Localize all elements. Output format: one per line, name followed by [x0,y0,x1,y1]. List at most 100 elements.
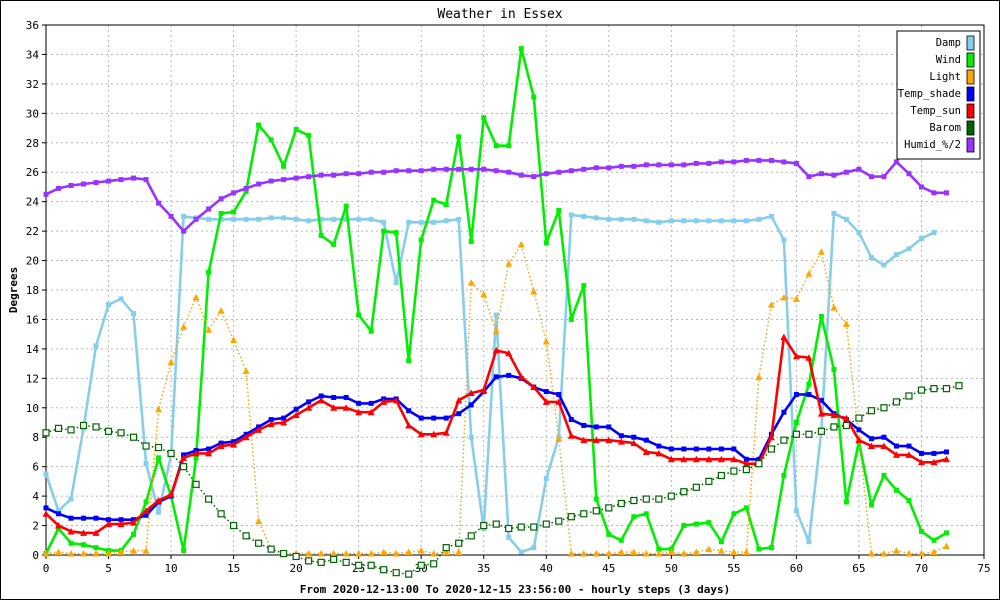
legend-label-humid-2: Humid_%/2 [904,139,961,151]
data-point-temp-sun [580,436,588,444]
data-point-humid-2 [618,163,624,169]
data-point-barom [92,423,100,431]
data-point-humid-2 [381,169,387,175]
x-tick-label: 60 [790,562,803,575]
data-point-barom [129,433,138,441]
data-point-light [455,548,463,556]
data-point-barom [630,496,638,505]
data-point-humid-2 [843,169,849,175]
data-point-temp-sun [630,439,638,447]
data-point-barom [292,552,300,561]
data-point-humid-2 [643,162,649,168]
data-point-temp-shade [893,443,899,449]
data-point-wind [568,316,574,322]
data-point-barom [780,436,788,444]
data-point-temp-sun [330,404,338,411]
data-point-barom [555,517,563,525]
data-point-light [942,542,950,550]
data-point-damp [131,311,137,317]
data-point-temp-shade [581,422,587,428]
data-point-light [592,550,600,557]
data-point-temp-shade [668,446,674,452]
data-point-humid-2 [606,165,612,171]
data-point-barom [380,566,388,574]
y-tick-label: 2 [32,520,39,533]
data-point-light [42,550,50,557]
data-point-barom [267,545,275,553]
data-point-temp-sun [217,442,225,450]
data-point-light [880,550,888,557]
data-point-light [505,260,513,267]
data-point-temp-sun [380,398,388,405]
data-point-humid-2 [56,185,62,191]
data-point-wind [381,228,387,234]
data-point-barom [742,466,750,474]
data-point-temp-sun [205,449,213,457]
chart-title: Weather in Essex [437,7,562,22]
x-tick-label: 10 [164,562,177,575]
data-point-temp-sun [105,520,113,528]
data-point-temp-shade [793,392,799,398]
data-point-humid-2 [343,171,349,177]
data-point-temp-sun [55,522,63,529]
data-point-damp [568,212,574,218]
data-point-damp [581,213,587,219]
data-point-humid-2 [706,160,712,166]
data-point-damp [381,219,387,225]
data-point-humid-2 [81,181,87,187]
data-point-wind [631,514,637,520]
data-point-light [342,550,350,557]
data-point-temp-shade [306,399,312,405]
x-axis-label: From 2020-12-13:00 To 2020-12-15 23:56:0… [300,583,730,596]
data-point-temp-sun [555,398,563,405]
data-point-temp-shade [818,397,824,403]
data-point-light [842,320,850,327]
data-point-humid-2 [931,190,937,196]
data-point-temp-sun [367,408,375,416]
data-point-humid-2 [918,184,924,190]
data-point-barom [217,510,225,518]
data-point-damp [806,539,812,545]
data-point-barom [605,504,613,512]
data-point-humid-2 [106,178,112,184]
data-point-temp-sun [942,455,950,463]
data-point-wind [318,233,324,239]
data-point-humid-2 [568,168,574,174]
data-point-wind [68,540,74,546]
legend-swatch-temp-sun [966,103,975,119]
data-point-damp [656,219,662,225]
data-point-light [717,547,725,554]
data-point-light [667,548,675,556]
data-point-wind [806,381,812,387]
data-point-humid-2 [443,166,449,172]
y-tick-label: 18 [26,284,39,297]
data-point-temp-sun [680,455,688,463]
data-point-damp [356,216,362,222]
data-point-wind [81,542,87,548]
data-point-wind [843,499,849,505]
data-point-wind [906,498,912,504]
data-point-barom [492,520,500,528]
data-point-light [417,547,425,554]
data-point-damp [43,471,49,477]
data-point-temp-sun [705,455,713,463]
data-point-barom [305,557,313,565]
data-point-barom [117,429,125,437]
data-point-barom [242,532,250,540]
data-point-damp [518,549,524,555]
data-point-light [905,550,913,557]
data-point-humid-2 [743,157,749,163]
data-point-damp [881,262,887,268]
data-point-barom [505,524,513,533]
legend-label-wind: Wind [936,54,961,66]
data-point-damp [418,219,424,225]
data-point-damp [431,219,437,225]
data-point-humid-2 [493,168,499,174]
data-point-barom [455,539,463,547]
data-point-damp [231,216,237,222]
data-point-humid-2 [218,196,224,202]
data-point-temp-sun [905,451,913,458]
data-point-temp-shade [918,450,924,456]
data-point-humid-2 [281,177,287,183]
